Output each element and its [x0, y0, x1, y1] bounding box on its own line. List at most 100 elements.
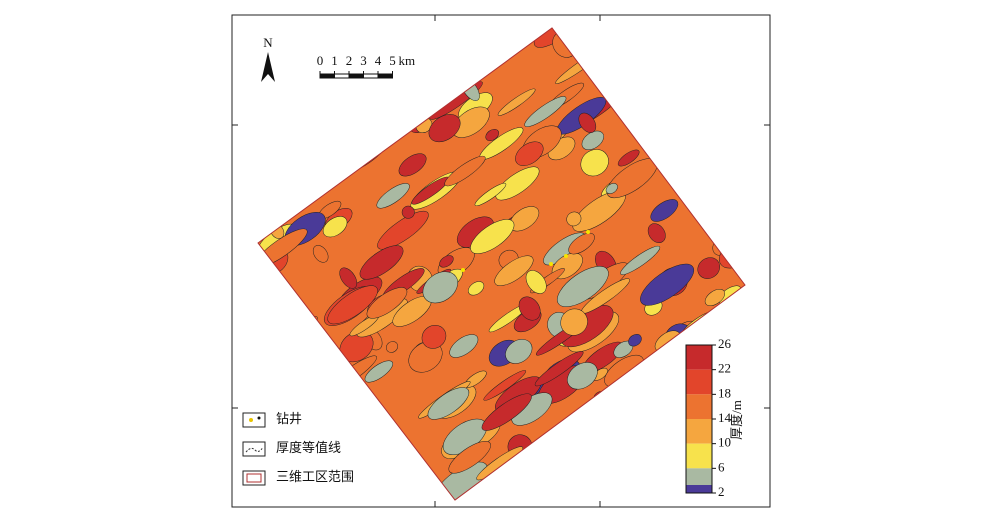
- thickness-patch: [622, 425, 668, 459]
- thickness-patch: [650, 199, 679, 222]
- thickness-patch: [317, 363, 353, 391]
- thickness-patch: [582, 438, 608, 465]
- thickness-patch: [398, 153, 427, 177]
- thickness-patch: [258, 119, 299, 156]
- thickness-patch: [587, 430, 630, 466]
- color-band: [686, 419, 712, 444]
- scale-unit: km: [399, 53, 416, 68]
- thickness-patch: [697, 257, 720, 279]
- colorbar: 26 22 18 14 10 6 2 厚度/m: [685, 336, 744, 499]
- thickness-patch: [327, 285, 378, 325]
- thickness-patch: [639, 37, 676, 68]
- color-band-bottom: [686, 485, 712, 493]
- legend: 钻井 厚度等值线 三维工区范围: [242, 411, 354, 486]
- thickness-patch: [557, 266, 609, 307]
- frame-ticks: [232, 15, 770, 507]
- thickness-patch: [377, 210, 429, 250]
- thickness-patch: [524, 96, 567, 127]
- thickness-patch: [389, 476, 430, 500]
- thickness-patch: [607, 470, 628, 488]
- colorbar-tick-label: 14: [718, 410, 732, 425]
- thickness-patch: [421, 325, 447, 349]
- thickness-patch: [576, 484, 590, 498]
- thickness-patch: [515, 141, 544, 166]
- thickness-patch: [692, 28, 721, 39]
- colorbar-label: 厚度/m: [729, 400, 744, 440]
- thickness-patch: [711, 86, 745, 115]
- scale-label: 2: [346, 53, 353, 68]
- thickness-patch: [622, 470, 642, 486]
- thickness-patch: [366, 287, 408, 319]
- thickness-patch: [266, 142, 300, 168]
- thickness-patch: [495, 166, 540, 201]
- thickness-patch: [321, 49, 361, 81]
- thickness-patch: [581, 130, 604, 151]
- thickness-patch: [258, 369, 293, 406]
- thickness-patch: [264, 369, 306, 399]
- thickness-patch: [290, 353, 332, 386]
- well: [586, 230, 590, 234]
- thickness-patch: [532, 466, 551, 488]
- thickness-patch: [668, 143, 699, 168]
- thickness-patch: [695, 112, 715, 132]
- thickness-patch: [401, 205, 415, 219]
- thickness-patch: [383, 478, 410, 500]
- thickness-patch: [667, 416, 686, 436]
- north-arrow: N: [261, 35, 275, 82]
- thickness-patch: [477, 485, 507, 500]
- survey-boundary: [257, 27, 746, 501]
- scale-label: 1: [331, 53, 338, 68]
- thickness-patch: [258, 97, 302, 133]
- thickness-patch: [258, 93, 296, 126]
- colorbar-tick-label: 2: [718, 484, 725, 499]
- thickness-patch: [704, 288, 726, 307]
- thickness-patch: [449, 334, 479, 358]
- thickness-patch: [568, 232, 595, 255]
- color-band: [686, 394, 712, 419]
- thickness-patch: [331, 118, 360, 144]
- thickness-patch: [292, 48, 310, 64]
- legend-label: 三维工区范围: [276, 469, 354, 484]
- thickness-patch: [258, 114, 295, 155]
- thickness-patch: [339, 267, 358, 289]
- thickness-patch: [566, 211, 582, 227]
- thickness-patch: [364, 360, 394, 383]
- thickness-patch: [448, 440, 491, 474]
- thickness-patch: [483, 370, 527, 401]
- thickness-patch: [580, 149, 609, 177]
- scale-segment: [320, 74, 335, 78]
- thickness-patch: [637, 442, 680, 478]
- thickness-patch: [481, 393, 532, 431]
- thickness-patch: [494, 255, 534, 286]
- thickness-patch: [671, 116, 717, 150]
- thickness-patch: [444, 155, 486, 187]
- thickness-patch: [640, 263, 694, 306]
- thickness-patch: [419, 73, 441, 90]
- thickness-patch: [474, 182, 507, 207]
- scale-segment: [349, 74, 364, 78]
- thickness-patch: [634, 410, 657, 428]
- scale-label: 3: [360, 53, 367, 68]
- frame: [231, 14, 771, 508]
- thickness-patch: [620, 245, 661, 275]
- thickness-patch: [485, 129, 499, 142]
- thickness-patch: [258, 305, 273, 322]
- thickness-patch: [543, 445, 593, 482]
- thickness-patch: [258, 283, 290, 318]
- thickness-patch: [292, 125, 320, 153]
- thickness-patch: [623, 59, 670, 95]
- thickness-patch: [396, 72, 431, 102]
- thickness-patch: [376, 183, 410, 209]
- colorbar-tick-label: 22: [718, 361, 731, 376]
- thickness-patch: [632, 478, 671, 500]
- thickness-patch: [647, 223, 666, 243]
- thickness-patch: [312, 245, 329, 263]
- scale-label: 5: [389, 53, 396, 68]
- well: [461, 268, 465, 272]
- thickness-patch: [312, 341, 332, 365]
- thickness-patch: [359, 245, 404, 280]
- thickness-patch: [391, 489, 408, 500]
- thickness-patch: [658, 149, 676, 165]
- thickness-patch: [617, 149, 640, 167]
